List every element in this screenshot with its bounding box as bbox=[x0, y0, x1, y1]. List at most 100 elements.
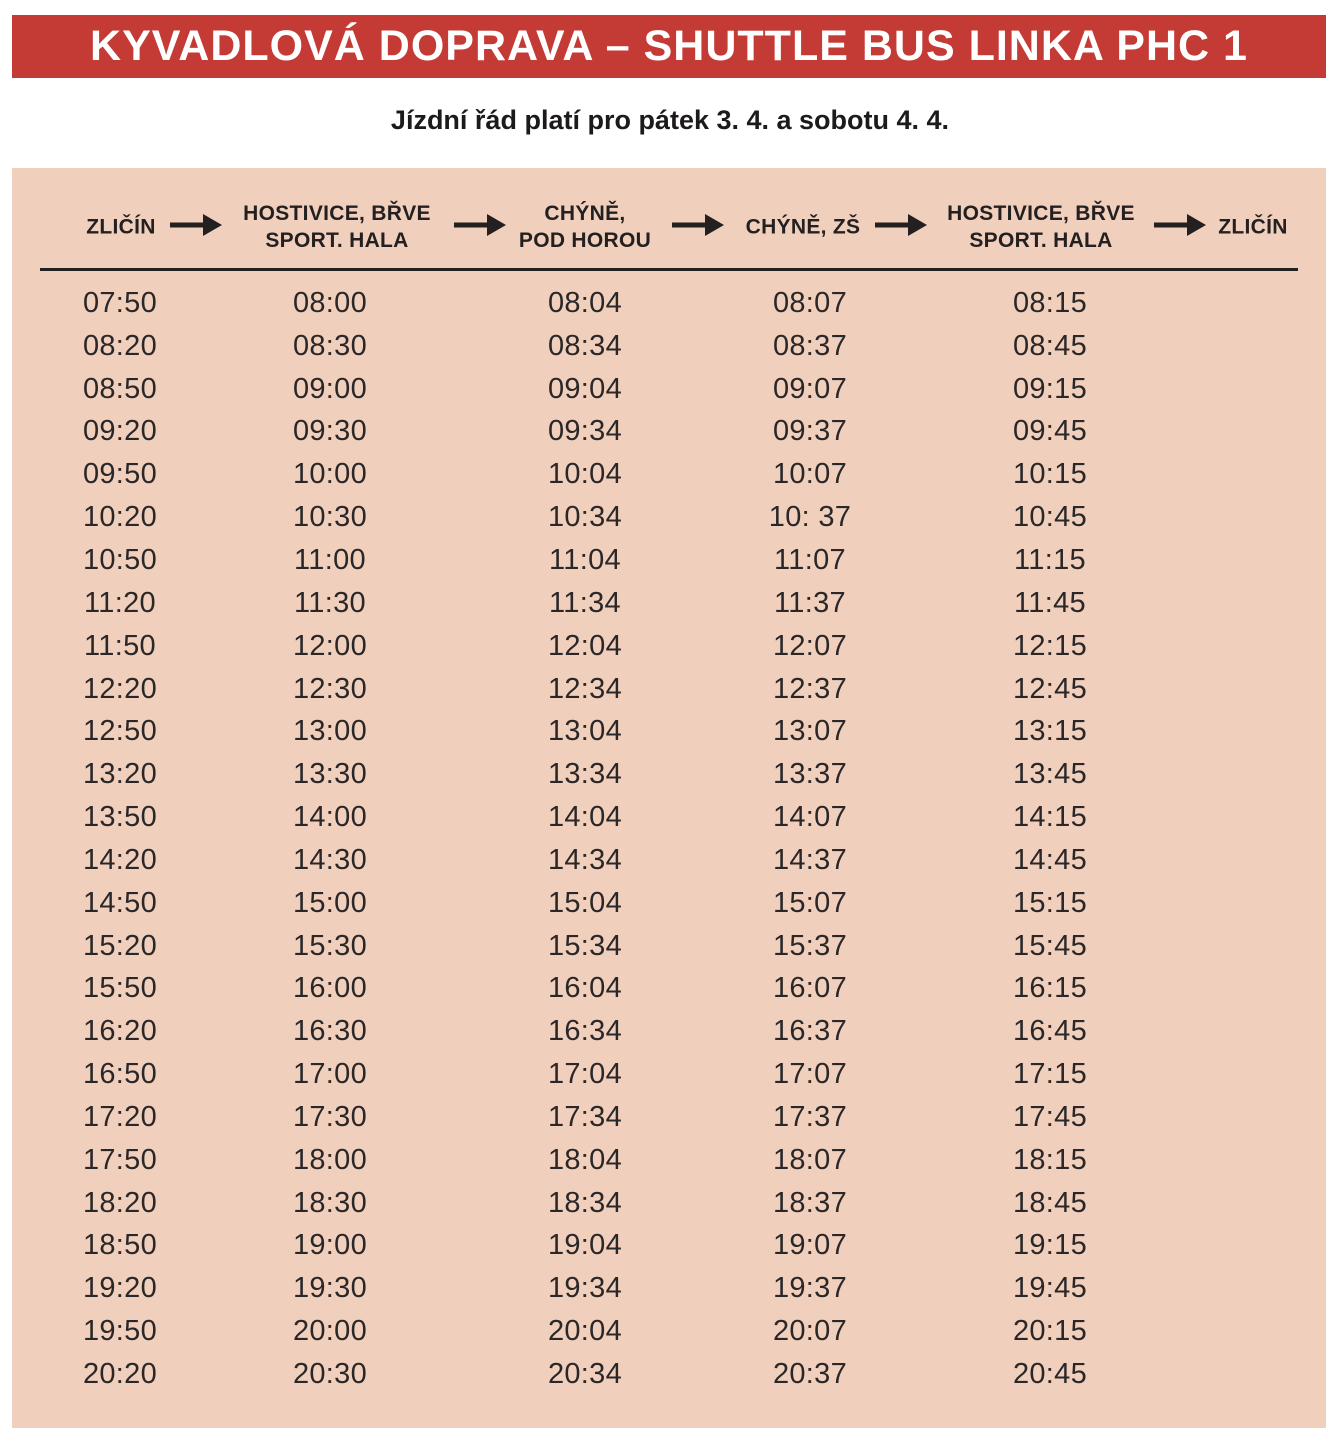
table-row: 15:20 15:30 15:34 15:37 15:45 bbox=[12, 925, 1326, 968]
time-cell: 07:50 bbox=[82, 286, 158, 319]
time-cell: 10:50 bbox=[82, 543, 158, 576]
table-row: 12:20 12:30 12:34 12:37 12:45 bbox=[12, 668, 1326, 711]
time-cell: 14:45 bbox=[1012, 843, 1088, 876]
time-cell: 17:45 bbox=[1012, 1100, 1088, 1133]
time-cell: 15:20 bbox=[82, 929, 158, 962]
stop-label-hostivice-1: HOSTIVICE, BŘVE SPORT. HALA bbox=[243, 202, 431, 252]
time-cell: 19:20 bbox=[82, 1272, 158, 1305]
time-cell: 09:04 bbox=[547, 372, 623, 405]
time-cell: 13:15 bbox=[1012, 715, 1088, 748]
time-cell: 13:50 bbox=[82, 801, 158, 834]
arrow-right-icon bbox=[1154, 214, 1206, 236]
time-cell: 10:00 bbox=[292, 458, 368, 491]
time-cell: 18:45 bbox=[1012, 1186, 1088, 1219]
time-cell: 16:07 bbox=[772, 972, 848, 1005]
time-cell: 13:04 bbox=[547, 715, 623, 748]
time-cell: 17:30 bbox=[292, 1100, 368, 1133]
time-cell: 14:20 bbox=[82, 843, 158, 876]
time-cell: 18:50 bbox=[82, 1229, 158, 1262]
time-cell: 08:50 bbox=[82, 372, 158, 405]
time-cell: 18:30 bbox=[292, 1186, 368, 1219]
time-cell: 12:37 bbox=[772, 672, 848, 705]
time-cell: 14:30 bbox=[292, 843, 368, 876]
time-cell: 13:34 bbox=[547, 758, 623, 791]
stop-label-chyne-pod-horou: CHÝNĚ, POD HOROU bbox=[518, 202, 652, 252]
time-cell: 18:34 bbox=[547, 1186, 623, 1219]
time-cell: 15:34 bbox=[547, 929, 623, 962]
time-cell: 11:45 bbox=[1014, 586, 1086, 619]
time-cell: 11:50 bbox=[84, 629, 156, 662]
time-cell: 12:20 bbox=[82, 672, 158, 705]
time-cell: 19:45 bbox=[1012, 1272, 1088, 1305]
table-row: 08:20 08:30 08:34 08:37 08:45 bbox=[12, 325, 1326, 368]
time-cell: 18:37 bbox=[772, 1186, 848, 1219]
time-cell: 11:37 bbox=[774, 586, 846, 619]
time-cell: 09:34 bbox=[547, 415, 623, 448]
time-cell: 14:15 bbox=[1012, 801, 1088, 834]
time-cell: 17:20 bbox=[82, 1100, 158, 1133]
time-cell: 13:07 bbox=[772, 715, 848, 748]
time-cell: 20:37 bbox=[772, 1358, 848, 1391]
time-cell: 09:20 bbox=[82, 415, 158, 448]
time-cell: 10:20 bbox=[82, 501, 158, 534]
time-cell: 18:00 bbox=[292, 1143, 368, 1176]
time-cell: 09:00 bbox=[292, 372, 368, 405]
table-row: 18:20 18:30 18:34 18:37 18:45 bbox=[12, 1182, 1326, 1225]
time-cell: 20:34 bbox=[547, 1358, 623, 1391]
time-cell: 12:07 bbox=[772, 629, 848, 662]
time-cell: 15:37 bbox=[772, 929, 848, 962]
time-cell: 11:15 bbox=[1014, 543, 1086, 576]
stop-label-hostivice-2: HOSTIVICE, BŘVE SPORT. HALA bbox=[947, 202, 1135, 252]
times-grid: 07:50 08:00 08:04 08:07 08:15 08:20 08:30 08:34… bbox=[12, 282, 1326, 1396]
time-cell: 19:37 bbox=[772, 1272, 848, 1305]
time-cell: 16:34 bbox=[547, 1015, 623, 1048]
time-cell: 17:04 bbox=[547, 1058, 623, 1091]
table-row: 18:50 19:00 19:04 19:07 19:15 bbox=[12, 1225, 1326, 1268]
time-cell: 11:04 bbox=[549, 543, 621, 576]
time-cell: 12:04 bbox=[547, 629, 623, 662]
time-cell: 13:20 bbox=[82, 758, 158, 791]
arrow-right-icon bbox=[170, 214, 222, 236]
time-cell: 09:30 bbox=[292, 415, 368, 448]
time-cell: 14:04 bbox=[547, 801, 623, 834]
time-cell: 16:30 bbox=[292, 1015, 368, 1048]
time-cell: 16:00 bbox=[292, 972, 368, 1005]
time-cell: 18:20 bbox=[82, 1186, 158, 1219]
time-cell: 12:00 bbox=[292, 629, 368, 662]
time-cell: 09:50 bbox=[82, 458, 158, 491]
time-cell: 12:45 bbox=[1012, 672, 1088, 705]
time-cell: 08:20 bbox=[82, 329, 158, 362]
time-cell: 09:37 bbox=[772, 415, 848, 448]
time-cell: 20:30 bbox=[292, 1358, 368, 1391]
time-cell: 14:00 bbox=[292, 801, 368, 834]
table-row: 11:20 11:30 11:34 11:37 11:45 bbox=[12, 582, 1326, 625]
time-cell: 11:20 bbox=[84, 586, 156, 619]
stop-label-zlicin-end: ZLIČÍN bbox=[1218, 215, 1288, 239]
time-cell: 09:45 bbox=[1012, 415, 1088, 448]
time-cell: 15:00 bbox=[292, 886, 368, 919]
time-cell: 14:34 bbox=[547, 843, 623, 876]
time-cell: 10:30 bbox=[292, 501, 368, 534]
table-row: 20:20 20:30 20:34 20:37 20:45 bbox=[12, 1353, 1326, 1396]
time-cell: 16:50 bbox=[82, 1058, 158, 1091]
time-cell: 11:07 bbox=[774, 543, 846, 576]
time-cell: 17:15 bbox=[1012, 1058, 1088, 1091]
time-cell: 08:15 bbox=[1012, 286, 1088, 319]
stop-label-chyne-zs: CHÝNĚ, ZŠ bbox=[745, 215, 861, 239]
page-title: KYVADLOVÁ DOPRAVA – SHUTTLE BUS LINKA PH… bbox=[90, 22, 1248, 70]
time-cell: 11:00 bbox=[294, 543, 366, 576]
table-row: 16:20 16:30 16:34 16:37 16:45 bbox=[12, 1010, 1326, 1053]
time-cell: 20:45 bbox=[1012, 1358, 1088, 1391]
time-cell: 19:04 bbox=[547, 1229, 623, 1262]
time-cell: 08:07 bbox=[772, 286, 848, 319]
table-row: 12:50 13:00 13:04 13:07 13:15 bbox=[12, 710, 1326, 753]
time-cell: 14:07 bbox=[772, 801, 848, 834]
table-row: 10:20 10:30 10:34 10: 37 10:45 bbox=[12, 496, 1326, 539]
table-row: 13:50 14:00 14:04 14:07 14:15 bbox=[12, 796, 1326, 839]
time-cell: 17:50 bbox=[82, 1143, 158, 1176]
time-cell: 20:04 bbox=[547, 1315, 623, 1348]
time-cell: 20:07 bbox=[772, 1315, 848, 1348]
time-cell: 17:37 bbox=[772, 1100, 848, 1133]
time-cell: 13:45 bbox=[1012, 758, 1088, 791]
time-cell: 16:37 bbox=[772, 1015, 848, 1048]
